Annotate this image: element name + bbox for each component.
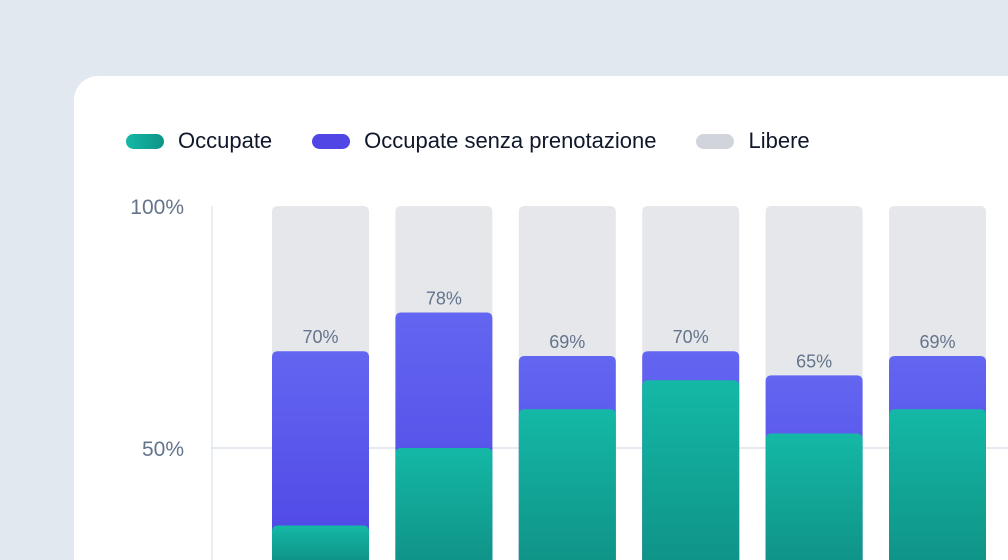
legend-label-occupate-senza-prenotazione: Occupate senza prenotazione <box>364 128 657 153</box>
bar-total-label-3: 69% <box>549 332 585 352</box>
bar-total-label-5: 65% <box>796 351 832 371</box>
bar-total-label-1: 70% <box>302 327 338 347</box>
bar-total-label-6: 69% <box>919 332 955 352</box>
legend-label-occupate: Occupate <box>178 128 273 153</box>
bar-occupate-senza-prenotazione-1 <box>272 351 369 560</box>
legend-swatch-occupate-senza-prenotazione <box>312 133 351 149</box>
bar-total-label-2: 78% <box>426 288 462 308</box>
legend-swatch-occupate <box>126 133 164 149</box>
y-tick-label-50: 50% <box>142 438 184 461</box>
bar-occupate-2 <box>395 448 493 560</box>
bar-occupate-6 <box>889 409 986 560</box>
legend-item-occupate: Occupate <box>126 128 272 154</box>
legend-label-libere: Libere <box>748 128 810 153</box>
stacked-bar-chart: 100% 50% 70% 78% 69% 70% 65% 69% <box>130 196 1008 560</box>
chart-card: Occupate Occupate senza prenotazione Lib… <box>74 76 1008 560</box>
bar-total-label-4: 70% <box>673 327 709 347</box>
y-tick-label-100: 100% <box>130 196 184 219</box>
legend: Occupate Occupate senza prenotazione Lib… <box>126 128 850 154</box>
bar-occupate-4 <box>642 380 740 560</box>
bar-occupate-1 <box>272 525 369 560</box>
legend-swatch-libere <box>696 133 735 149</box>
bar-occupate-5 <box>765 433 863 560</box>
legend-item-libere: Libere <box>696 128 810 154</box>
bar-occupate-3 <box>518 409 616 560</box>
legend-item-occupate-senza-prenotazione: Occupate senza prenotazione <box>312 128 656 154</box>
